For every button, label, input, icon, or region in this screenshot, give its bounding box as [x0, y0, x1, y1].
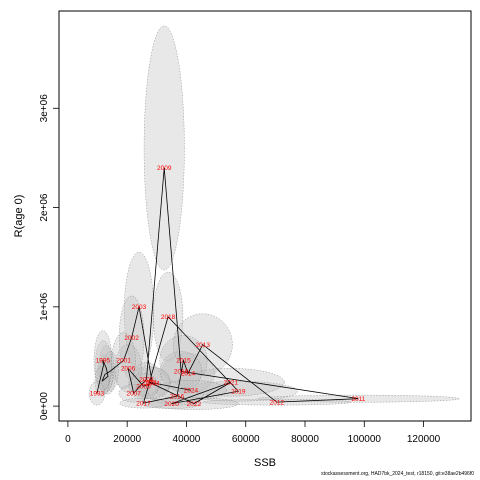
year-label: 2011 — [351, 396, 365, 403]
year-label: 2020 — [164, 401, 179, 408]
x-tick-label: 100000 — [348, 434, 382, 445]
year-label: 2004 — [145, 381, 160, 388]
x-tick-label: 120000 — [407, 434, 441, 445]
year-label: 1993 — [90, 391, 105, 398]
year-label: 2024 — [184, 388, 199, 395]
uncertainty-ellipse — [143, 25, 185, 271]
x-tick-label: 0 — [65, 434, 71, 445]
x-axis-title: SSB — [254, 457, 276, 469]
year-label: 2005 — [136, 384, 151, 391]
y-tick-label: 2e+06 — [39, 193, 50, 222]
year-label: 2016 — [170, 393, 185, 400]
year-label: 1995 — [96, 358, 111, 365]
x-tick-label: 20000 — [113, 434, 141, 445]
y-axis: 0e+00 1e+06 2e+06 3e+06 — [39, 94, 60, 421]
year-label: 2006 — [121, 366, 136, 373]
year-label: 2017 — [136, 400, 151, 407]
y-tick-label: 3e+06 — [39, 94, 50, 123]
footer-credit: stockassessment.org, HAD7bk_2024_test, r… — [321, 471, 474, 477]
year-label: 2019 — [231, 389, 246, 396]
y-tick-label: 1e+06 — [39, 292, 50, 321]
x-tick-label: 80000 — [291, 434, 319, 445]
year-label: 2002 — [124, 335, 139, 342]
x-tick-label: 60000 — [232, 434, 260, 445]
year-label: 2013 — [196, 342, 211, 349]
year-label: 2009 — [157, 165, 172, 172]
y-axis-title: R(age 0) — [13, 195, 25, 238]
year-label: 2018 — [161, 314, 176, 321]
x-axis: 0 20000 40000 60000 80000 100000 120000 — [65, 420, 441, 445]
sr-trajectory-line — [96, 167, 359, 405]
year-label: 2023 — [142, 380, 157, 387]
year-label: 2021 — [224, 380, 239, 387]
year-label: 2010 — [174, 369, 189, 376]
year-label: 2014 — [181, 371, 196, 378]
year-label: 2003 — [132, 304, 147, 311]
x-tick-label: 40000 — [173, 434, 201, 445]
year-label: 2012 — [270, 399, 285, 406]
year-label: 2022 — [187, 401, 202, 408]
uncertainty-ellipses — [88, 25, 460, 410]
y-tick-label: 0e+00 — [39, 392, 50, 421]
year-label: 2015 — [176, 358, 191, 365]
year-label: 2008 — [139, 377, 154, 384]
year-label: 2007 — [126, 391, 141, 398]
year-label: 2001 — [116, 358, 131, 365]
